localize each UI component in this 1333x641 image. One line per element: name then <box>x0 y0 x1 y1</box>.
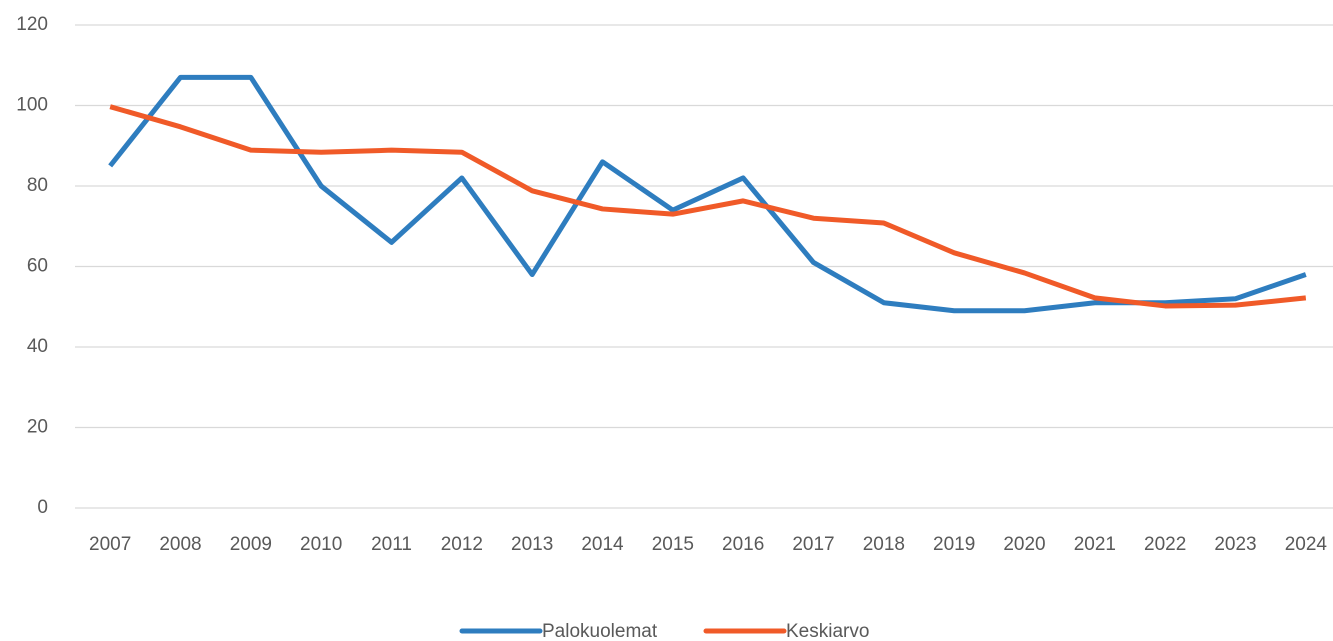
x-tick-label: 2024 <box>1285 534 1328 555</box>
y-tick-label: 60 <box>27 256 48 277</box>
x-tick-label: 2016 <box>722 534 764 555</box>
legend-label: Palokuolemat <box>542 621 658 641</box>
series-line <box>109 104 1307 309</box>
x-tick-label: 2022 <box>1144 534 1186 555</box>
x-tick-label: 2015 <box>652 534 694 555</box>
y-tick-label: 40 <box>27 336 48 357</box>
x-tick-label: 2021 <box>1074 534 1116 555</box>
y-tick-label: 120 <box>16 14 48 35</box>
x-tick-label: 2014 <box>581 534 624 555</box>
x-tick-label: 2013 <box>511 534 553 555</box>
series-line <box>108 74 1307 314</box>
x-tick-label: 2009 <box>230 534 272 555</box>
y-tick-label: 0 <box>37 497 48 518</box>
x-tick-label: 2012 <box>441 534 483 555</box>
x-tick-label: 2017 <box>792 534 834 555</box>
x-tick-label: 2007 <box>89 534 131 555</box>
x-tick-label: 2023 <box>1214 534 1256 555</box>
x-tick-label: 2018 <box>863 534 905 555</box>
x-tick-label: 2019 <box>933 534 975 555</box>
legend-label: Keskiarvo <box>786 621 869 641</box>
x-tick-label: 2010 <box>300 534 342 555</box>
x-tick-label: 2008 <box>159 534 201 555</box>
y-tick-label: 100 <box>16 95 48 116</box>
x-tick-label: 2011 <box>371 534 412 555</box>
y-tick-label: 80 <box>27 175 48 196</box>
x-tick-label: 2020 <box>1003 534 1045 555</box>
y-tick-label: 20 <box>27 417 48 438</box>
